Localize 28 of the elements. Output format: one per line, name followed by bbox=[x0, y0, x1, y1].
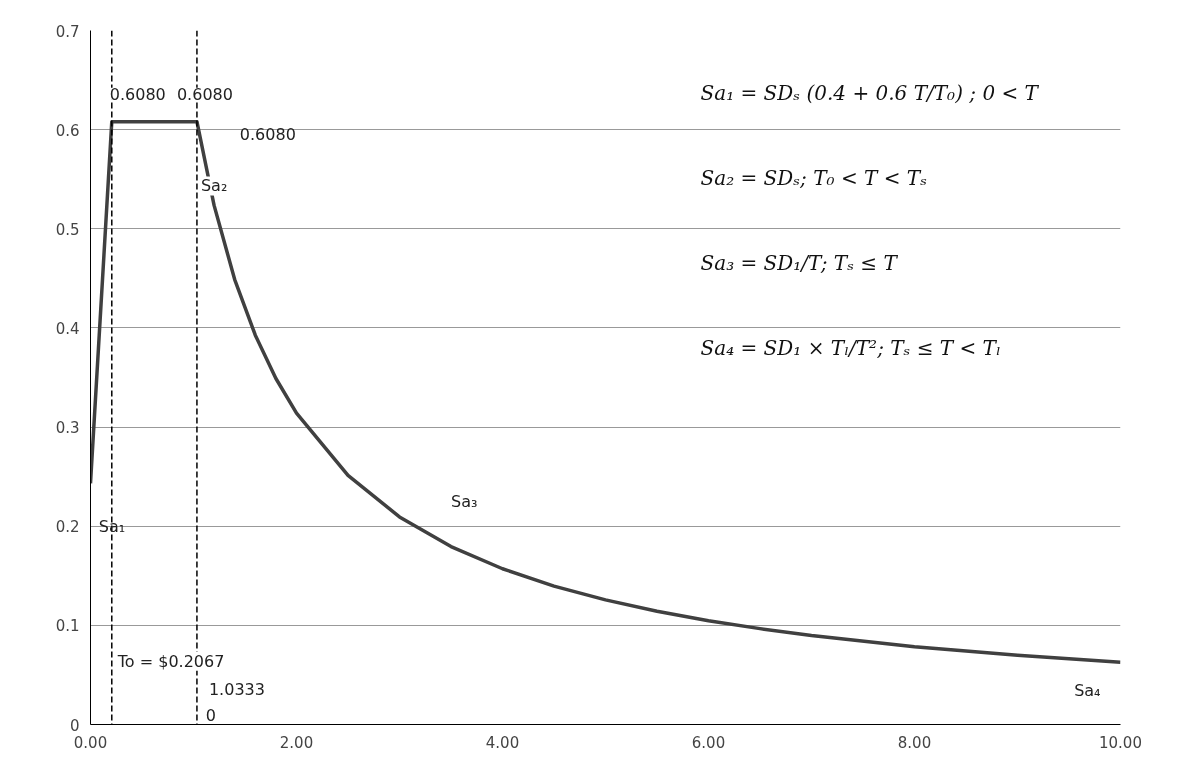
y-tick-label: 0.5 bbox=[55, 220, 80, 239]
annotation: Sa₃ bbox=[451, 492, 478, 512]
x-tick-label: 8.00 bbox=[897, 733, 932, 752]
x-tick-label: 10.00 bbox=[1099, 733, 1142, 752]
x-tick-label: 4.00 bbox=[485, 733, 520, 752]
y-tick-label: 0.7 bbox=[55, 22, 80, 41]
annotation: Sa₂ = SDₛ; T₀ < T < Tₛ bbox=[700, 165, 927, 190]
annotation: Sa₄ = SD₁ × Tₗ/T²; Tₛ ≤ T < Tₗ bbox=[700, 335, 1001, 360]
annotation: 0.6080 bbox=[109, 84, 166, 104]
annotation: Sa₁ = SDₛ (0.4 + 0.6 T/T₀) ; 0 < T bbox=[700, 80, 1040, 105]
y-tick-label: 0.4 bbox=[55, 319, 80, 338]
annotation: 0 bbox=[205, 705, 217, 725]
annotation: Sa₃ = SD₁/T; Tₛ ≤ T bbox=[700, 250, 899, 275]
annotation: 0.6080 bbox=[239, 124, 296, 144]
x-tick-label: 0.00 bbox=[73, 733, 108, 752]
y-tick-label: 0.1 bbox=[55, 617, 80, 636]
x-tick-label: 2.00 bbox=[279, 733, 314, 752]
annotation: Sa₁ bbox=[98, 517, 126, 537]
y-tick-label: 0 bbox=[69, 716, 80, 735]
annotation: Sa₂ bbox=[200, 176, 228, 196]
annotation: 0.6080 bbox=[176, 84, 233, 104]
y-tick-label: 0.2 bbox=[55, 518, 80, 537]
annotation: 1.0333 bbox=[208, 679, 265, 699]
y-tick-label: 0.3 bbox=[55, 419, 80, 438]
annotation: Sa₄ bbox=[1074, 680, 1101, 700]
y-tick-label: 0.6 bbox=[55, 121, 80, 140]
x-tick-label: 6.00 bbox=[691, 733, 726, 752]
annotation: To = $0.2067 bbox=[116, 651, 225, 671]
